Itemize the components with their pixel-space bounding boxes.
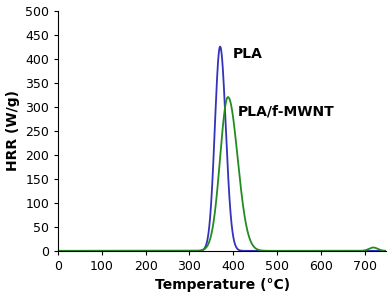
Text: PLA/f-MWNT: PLA/f-MWNT: [238, 105, 334, 119]
Y-axis label: HRR (W/g): HRR (W/g): [5, 90, 20, 171]
X-axis label: Temperature (°C): Temperature (°C): [155, 278, 290, 292]
Text: PLA: PLA: [233, 47, 263, 61]
